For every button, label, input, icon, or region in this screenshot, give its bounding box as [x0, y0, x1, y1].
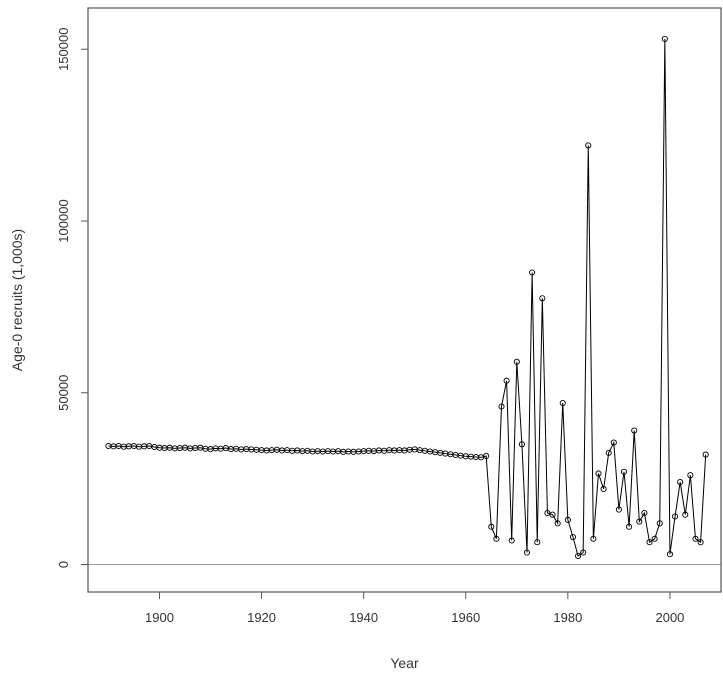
- data-point: [661, 35, 668, 42]
- data-point: [636, 518, 643, 525]
- y-tick-label: 100000: [56, 199, 71, 242]
- x-tick-label: 1940: [349, 610, 378, 625]
- x-tick-label: 1960: [451, 610, 480, 625]
- data-point: [580, 549, 587, 556]
- data-point: [610, 439, 617, 446]
- data-point: [692, 535, 699, 542]
- data-point: [529, 269, 536, 276]
- x-tick-label: 1920: [247, 610, 276, 625]
- data-point: [605, 449, 612, 456]
- x-tick-label: 1900: [145, 610, 174, 625]
- x-axis-label: Year: [390, 655, 419, 671]
- data-point: [518, 441, 525, 448]
- plot-frame: [87, 7, 722, 593]
- data-point: [493, 535, 500, 542]
- data-point: [702, 451, 709, 458]
- data-point: [631, 427, 638, 434]
- y-tick-label: 50000: [56, 375, 71, 411]
- data-point: [585, 142, 592, 149]
- data-point: [559, 400, 566, 407]
- data-point: [656, 520, 663, 527]
- data-point: [549, 511, 556, 518]
- data-point: [488, 523, 495, 530]
- data-point: [626, 523, 633, 530]
- series-layer: [105, 35, 709, 559]
- data-point: [687, 472, 694, 479]
- data-point: [697, 539, 704, 546]
- data-point: [641, 509, 648, 517]
- y-tick-label: 0: [56, 561, 71, 568]
- data-point: [513, 358, 520, 365]
- y-tick-label: 150000: [56, 28, 71, 71]
- data-point: [672, 513, 679, 520]
- data-point: [590, 535, 597, 542]
- data-point: [503, 377, 510, 384]
- data-point: [539, 295, 546, 302]
- data-point: [508, 537, 515, 544]
- data-point: [554, 520, 561, 527]
- data-point: [666, 551, 674, 558]
- x-axis: 1900 1920 1940 1960 1980 2000: [145, 592, 684, 625]
- x-tick-label: 2000: [655, 610, 684, 625]
- data-point: [483, 452, 490, 460]
- y-axis-label: Age-0 recruits (1,000s): [9, 229, 25, 371]
- data-point: [615, 506, 622, 513]
- x-tick-label: 1980: [553, 610, 582, 625]
- data-point: [600, 485, 607, 492]
- data-point: [523, 549, 531, 556]
- data-point: [677, 479, 684, 486]
- data-point: [534, 539, 541, 546]
- data-point: [595, 470, 602, 477]
- y-axis: 0 50000 100000 150000: [56, 28, 88, 568]
- data-point: [498, 403, 505, 410]
- data-point: [651, 535, 658, 542]
- data-point: [682, 511, 689, 518]
- data-point: [564, 516, 571, 523]
- data-point: [620, 468, 628, 475]
- data-point: [569, 533, 577, 541]
- data-point: [575, 552, 582, 559]
- data-point: [646, 539, 653, 546]
